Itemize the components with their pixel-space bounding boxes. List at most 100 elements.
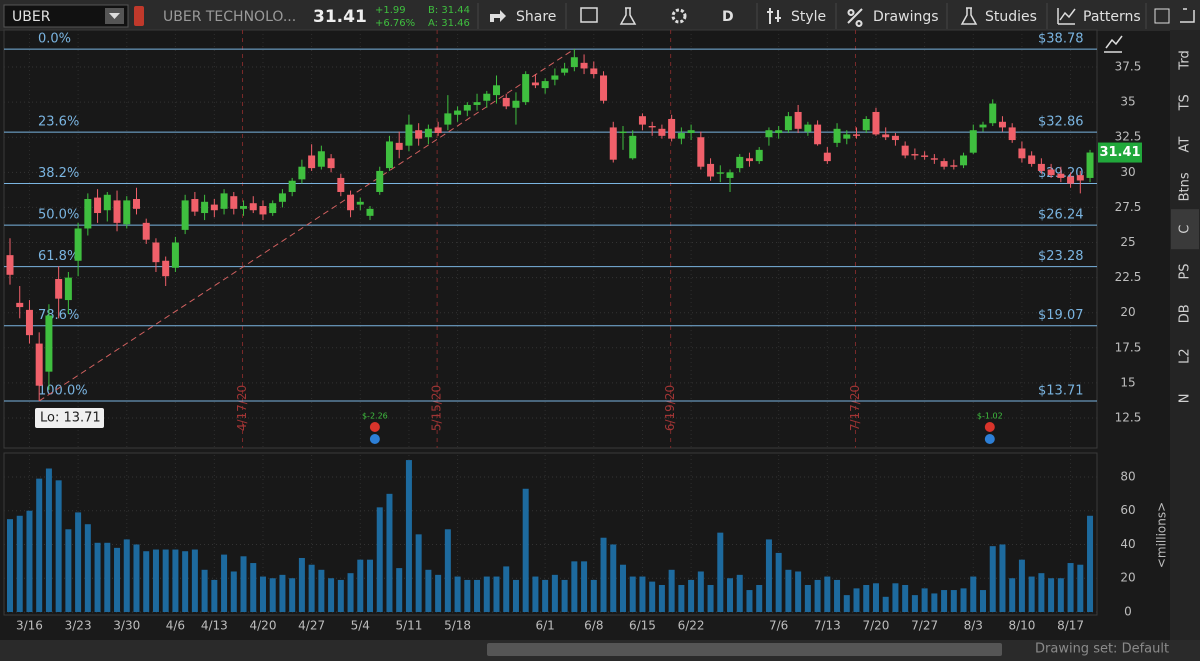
scrollbar-thumb[interactable] [487, 643, 1002, 656]
x-tick-label: 6/1 [535, 619, 554, 633]
candle-body [1047, 169, 1055, 176]
x-tick-label: 6/8 [584, 619, 603, 633]
volume-bar [269, 578, 276, 612]
candle-body [1037, 163, 1045, 171]
candle-body [424, 128, 432, 138]
volume-bar [853, 588, 860, 612]
sidebar-tab-active [1171, 209, 1199, 250]
candle-body [191, 198, 199, 212]
sidebar-tab[interactable]: DB [1178, 304, 1193, 323]
candle-body [794, 111, 802, 129]
candle-body [259, 206, 267, 215]
candle-body [142, 222, 150, 240]
volume-bar [464, 579, 471, 612]
volume-bar [376, 507, 383, 612]
low-label: Lo: 13.71 [40, 411, 101, 426]
sidebar-tab[interactable]: Trd [1178, 50, 1193, 70]
share-button[interactable]: Share [516, 9, 556, 25]
drawings-button[interactable]: Drawings [873, 9, 939, 25]
candle-body [911, 154, 919, 156]
candle-body [113, 200, 121, 223]
settings-icon[interactable] [671, 8, 687, 24]
candle-body [541, 81, 549, 89]
date-marker-label: 5/15/20 [430, 385, 444, 431]
volume-bar [931, 593, 938, 612]
candle-body [220, 193, 228, 209]
candle-body [502, 97, 510, 107]
volume-bar [7, 519, 13, 612]
volume-bar [970, 576, 977, 612]
alert-flag[interactable] [134, 6, 144, 26]
sidebar-tab[interactable]: PS [1178, 263, 1193, 279]
style-button[interactable]: Style [791, 9, 826, 25]
bid: B: 31.44 [428, 5, 470, 16]
volume-bar [347, 573, 354, 612]
y-tick-label: 17.5 [1115, 340, 1142, 354]
candle-body [921, 155, 929, 157]
candle-body [891, 135, 899, 141]
volume-bar [16, 515, 23, 612]
candle-body [531, 82, 539, 86]
candle-body [804, 124, 812, 132]
candle-body [745, 158, 753, 162]
drawings-icon [847, 8, 863, 27]
volume-bar [736, 574, 743, 612]
candle-body [337, 177, 345, 192]
symbol: UBER [12, 9, 51, 25]
sidebar-tab[interactable]: TS [1178, 94, 1193, 111]
volume-bar [474, 579, 481, 612]
date-marker-label: 4/17/20 [235, 385, 249, 431]
candle-body [181, 200, 189, 230]
company-name: UBER TECHNOLO... [163, 9, 296, 25]
sidebar-tab[interactable]: C [1178, 225, 1193, 234]
sidebar-tab[interactable]: Btns [1178, 172, 1193, 201]
share-icon [490, 10, 506, 22]
fib-level-label: 38.2% [38, 166, 79, 181]
drawing-set[interactable]: Drawing set: Default [1035, 642, 1169, 657]
patterns-button[interactable]: Patterns [1083, 9, 1141, 25]
x-tick-label: 8/17 [1057, 619, 1084, 633]
candle-body [882, 134, 890, 138]
sidebar-tab[interactable]: N [1178, 394, 1193, 404]
candle-body [960, 155, 968, 166]
candle-body [405, 124, 413, 146]
menu-icon[interactable] [1180, 8, 1195, 23]
x-tick-label: 8/3 [964, 619, 983, 633]
lab-icon[interactable] [619, 7, 637, 25]
maximize-icon[interactable] [1154, 8, 1170, 24]
fib-trend-line [38, 48, 575, 402]
candle-body [1028, 155, 1036, 164]
candle-body [551, 75, 559, 80]
candle-body [444, 113, 452, 125]
volume-bar [279, 574, 286, 612]
candle-body [707, 163, 715, 177]
y-tick-label: 35 [1120, 95, 1135, 109]
chart-mode-icon[interactable] [1104, 35, 1123, 53]
period-button[interactable]: D [722, 9, 734, 25]
x-tick-label: 4/6 [166, 619, 185, 633]
volume-bar [328, 578, 335, 612]
x-tick-label: 6/15 [629, 619, 656, 633]
volume-bar [678, 584, 685, 612]
sidebar-tab[interactable]: L2 [1178, 348, 1193, 364]
candle-body [590, 68, 598, 75]
volume-bar [882, 596, 889, 612]
volume-bar [396, 568, 403, 612]
symbol-box[interactable] [3, 4, 129, 28]
x-tick-label: 4/27 [298, 619, 325, 633]
sidebar-tab[interactable]: AT [1178, 137, 1193, 153]
x-tick-label: 3/23 [65, 619, 92, 633]
candle-body [434, 127, 442, 134]
volume-bar [872, 583, 879, 612]
x-tick-label: 3/30 [113, 619, 140, 633]
snapshot-icon[interactable] [580, 7, 598, 23]
volume-bar [26, 510, 33, 612]
volume-bar [1057, 578, 1064, 612]
studies-button[interactable]: Studies [985, 9, 1037, 25]
volume-bar [65, 529, 72, 612]
volume-bar [172, 549, 179, 612]
candle-body [327, 158, 335, 169]
candle-body [74, 228, 82, 261]
volume-bar [980, 590, 986, 612]
y-tick-label: 30 [1120, 165, 1135, 179]
